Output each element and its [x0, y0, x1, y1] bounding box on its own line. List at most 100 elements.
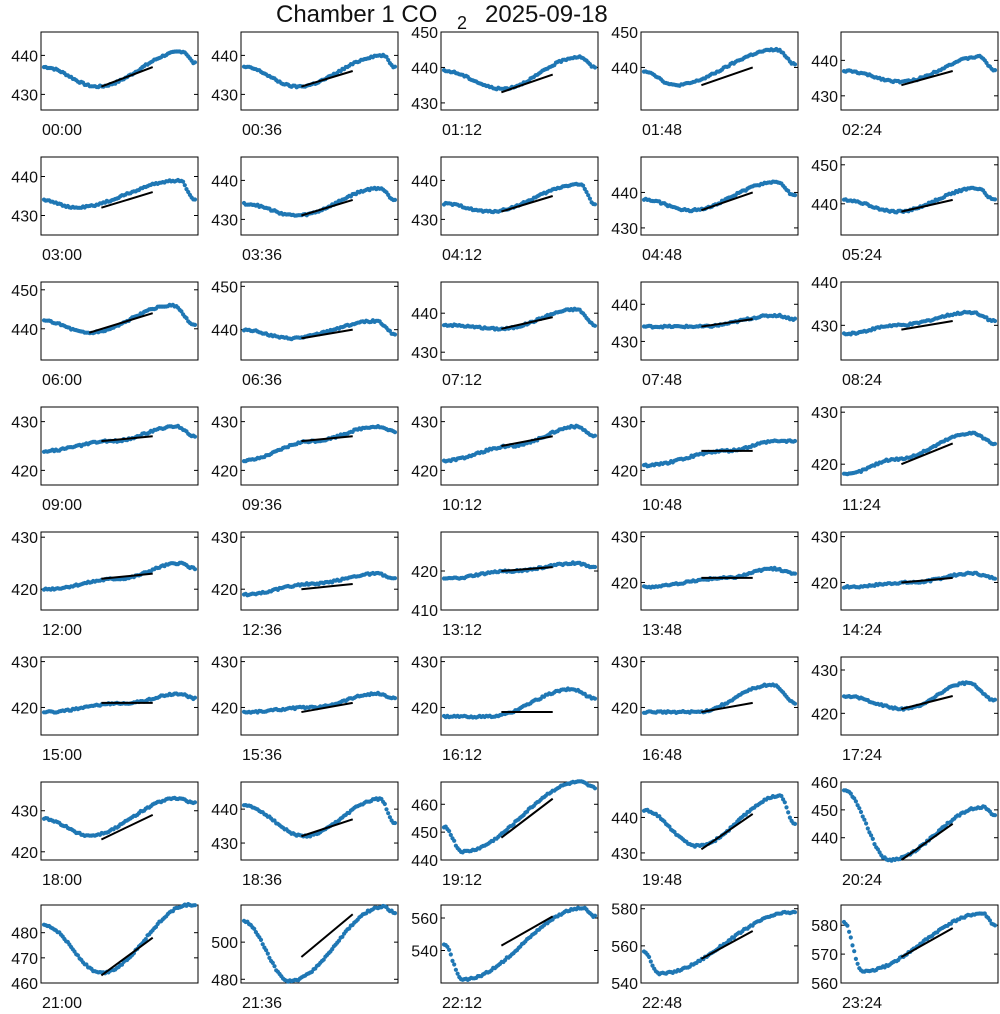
data-point	[192, 322, 198, 327]
panel-frame	[640, 531, 799, 611]
y-tick-label: 430	[411, 212, 438, 229]
data-point	[182, 183, 187, 188]
panel-frame	[240, 531, 399, 611]
panel-time-label: 12:00	[42, 622, 82, 639]
title-subscript: 2	[457, 13, 468, 33]
y-tick-label: 460	[811, 775, 838, 792]
data-point	[779, 793, 784, 799]
data-point	[850, 943, 855, 948]
panel-time-label: 19:12	[442, 872, 482, 889]
fit-line	[301, 818, 354, 838]
panel: 420 430 09:36	[211, 406, 399, 514]
panel-time-label: 19:48	[642, 872, 682, 889]
panel-frame	[840, 656, 999, 736]
y-tick-label: 420	[411, 564, 438, 581]
panel-frame	[640, 781, 799, 861]
panel: 430 440 19:48	[611, 781, 799, 889]
data-point	[392, 430, 398, 435]
data-point	[786, 810, 791, 815]
data-point	[792, 62, 798, 67]
y-tick-label: 450	[811, 803, 838, 820]
y-tick-label: 420	[811, 457, 838, 474]
panel-frame	[840, 406, 999, 486]
fit-line	[501, 195, 554, 213]
data-point	[592, 564, 598, 570]
data-point	[192, 903, 198, 908]
y-tick-label: 440	[611, 60, 638, 77]
fit-line	[301, 328, 353, 340]
panel: 540 560 22:12	[411, 904, 599, 1012]
data-point	[448, 952, 453, 957]
y-tick-label: 440	[211, 802, 238, 819]
fit-line	[501, 566, 553, 572]
data-point	[392, 332, 398, 337]
panel-time-label: 22:12	[442, 995, 482, 1012]
y-tick-label: 440	[11, 322, 38, 339]
y-tick-label: 420	[211, 463, 238, 480]
panel-time-label: 16:12	[442, 747, 482, 764]
data-point	[448, 832, 453, 838]
data-point	[992, 197, 998, 202]
data-point	[192, 695, 198, 700]
y-tick-label: 430	[211, 836, 238, 853]
data-point	[387, 815, 392, 820]
panel-time-label: 22:48	[642, 995, 682, 1012]
panel-time-label: 01:12	[442, 122, 482, 139]
panel-frame	[640, 904, 799, 984]
panel-frame	[440, 781, 599, 861]
y-tick-label: 450	[611, 25, 638, 42]
fit-line	[700, 930, 754, 960]
data-point	[267, 955, 272, 961]
panel: 440 450 06:00	[11, 281, 199, 389]
data-point	[792, 316, 798, 321]
y-tick-label: 450	[411, 825, 438, 842]
data-point	[192, 567, 198, 572]
data-point	[586, 193, 591, 198]
data-point	[853, 799, 859, 804]
data-point	[865, 826, 870, 831]
panel-frame	[240, 281, 399, 361]
data-point	[992, 576, 998, 581]
y-tick-label: 430	[11, 655, 38, 672]
y-tick-label: 450	[211, 279, 238, 296]
y-tick-label: 420	[611, 700, 638, 717]
data-point	[265, 951, 270, 956]
panel: 440 450 05:24	[811, 156, 999, 264]
y-tick-label: 430	[11, 804, 38, 821]
y-tick-label: 560	[811, 976, 838, 993]
y-tick-label: 430	[211, 212, 238, 229]
panel-time-label: 18:36	[242, 872, 282, 889]
title-date: 2025-09-18	[485, 1, 608, 28]
data-point	[855, 961, 860, 966]
data-point	[592, 202, 598, 207]
panel-frame	[840, 531, 999, 611]
y-tick-label: 430	[411, 655, 438, 672]
data-point	[992, 441, 998, 446]
panel-time-label: 07:48	[642, 372, 682, 389]
panel-frame	[840, 281, 999, 361]
data-point	[392, 64, 398, 69]
data-point	[392, 576, 398, 581]
data-point	[650, 963, 655, 968]
data-point	[184, 316, 189, 321]
figure-title: Chamber 1 CO 2 2025-09-18	[0, 0, 1000, 40]
panel: 480 500 21:36	[211, 903, 399, 1012]
y-tick-label: 420	[211, 700, 238, 717]
y-tick-label: 440	[811, 275, 838, 292]
data-point	[848, 791, 853, 796]
data-point	[860, 814, 865, 819]
panel: 420 430 15:00	[11, 655, 199, 764]
y-tick-label: 480	[211, 972, 238, 989]
panel: 430 440 07:48	[611, 281, 799, 389]
fit-line	[901, 70, 953, 87]
data-point	[258, 937, 264, 943]
panel-frame	[640, 406, 799, 486]
panel: 420 430 14:24	[811, 530, 999, 639]
panel: 430 440 03:36	[211, 156, 399, 264]
y-tick-label: 570	[811, 947, 838, 964]
y-tick-label: 470	[11, 951, 38, 968]
data-point	[862, 817, 867, 822]
data-point	[260, 942, 265, 947]
data-point	[192, 197, 198, 202]
panel-time-label: 20:24	[842, 872, 882, 889]
